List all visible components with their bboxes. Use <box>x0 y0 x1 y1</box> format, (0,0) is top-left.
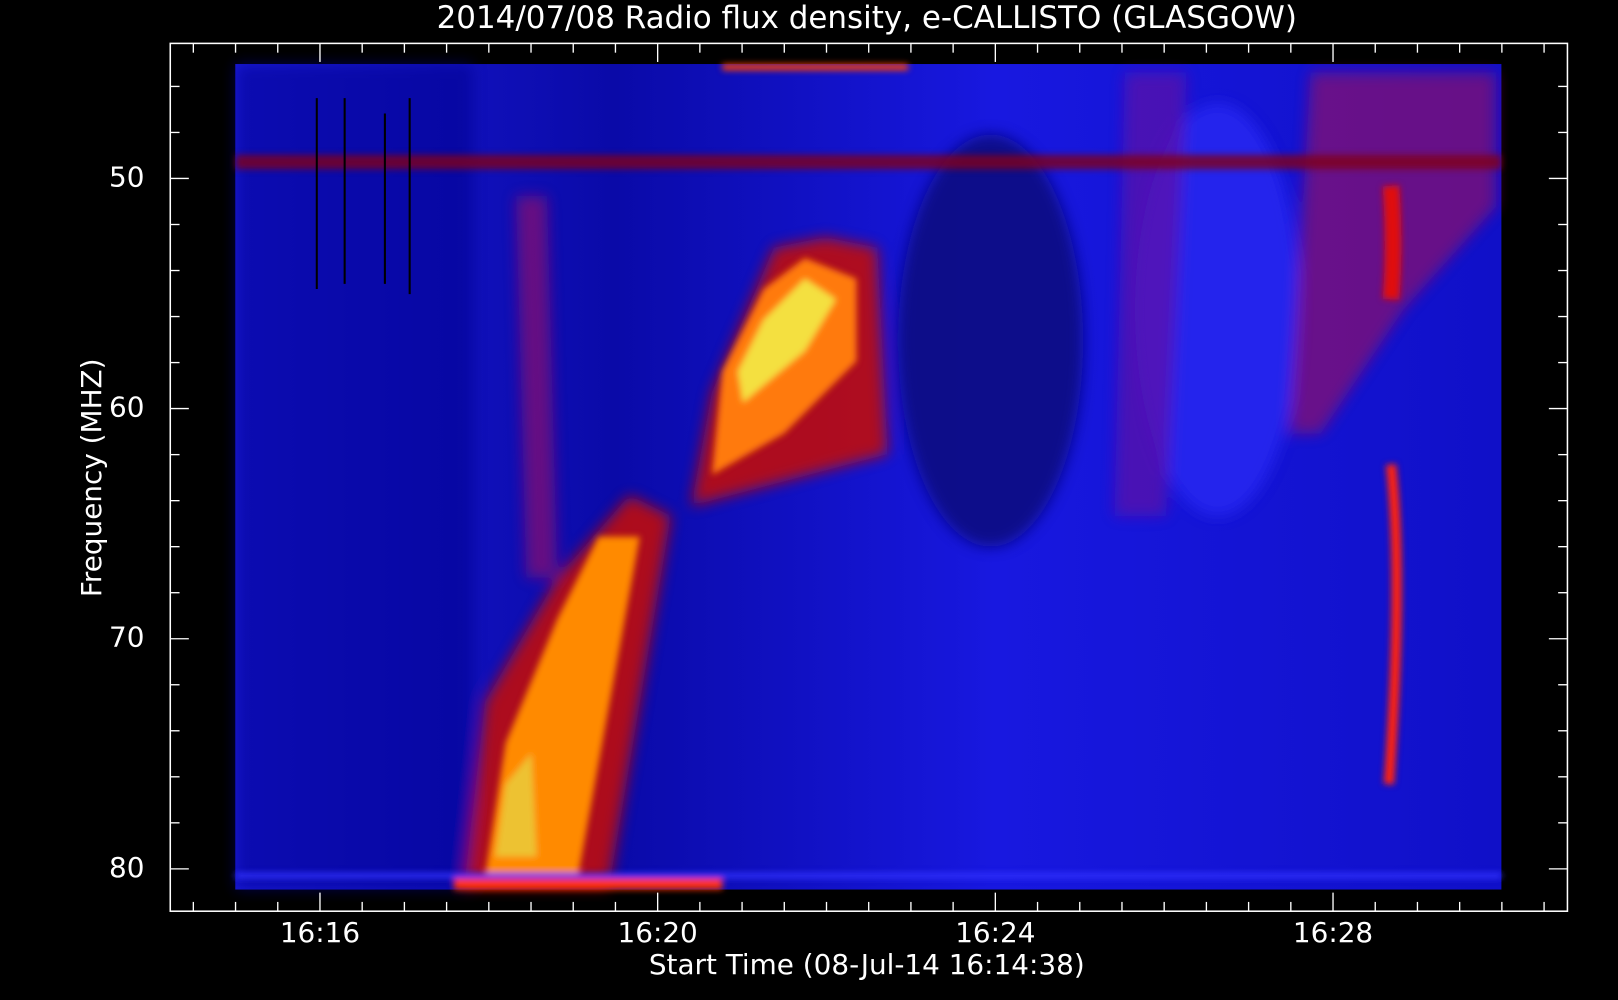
y-tick-label: 70 <box>109 621 144 654</box>
spectrogram-image <box>235 64 1502 890</box>
y-tick-label: 50 <box>109 160 144 193</box>
y-tick-label: 60 <box>109 391 144 424</box>
x-tick-label: 16:16 <box>280 916 360 949</box>
x-tick-label: 16:24 <box>955 916 1035 949</box>
x-tick-label: 16:28 <box>1293 916 1373 949</box>
y-tick-label: 80 <box>109 851 144 884</box>
x-axis-label: Start Time (08-Jul-14 16:14:38) <box>649 948 1085 981</box>
chart-title: 2014/07/08 Radio flux density, e-CALLIST… <box>437 0 1297 36</box>
x-tick-label: 16:20 <box>618 916 698 949</box>
y-axis-label: Frequency (MHZ) <box>75 359 108 598</box>
